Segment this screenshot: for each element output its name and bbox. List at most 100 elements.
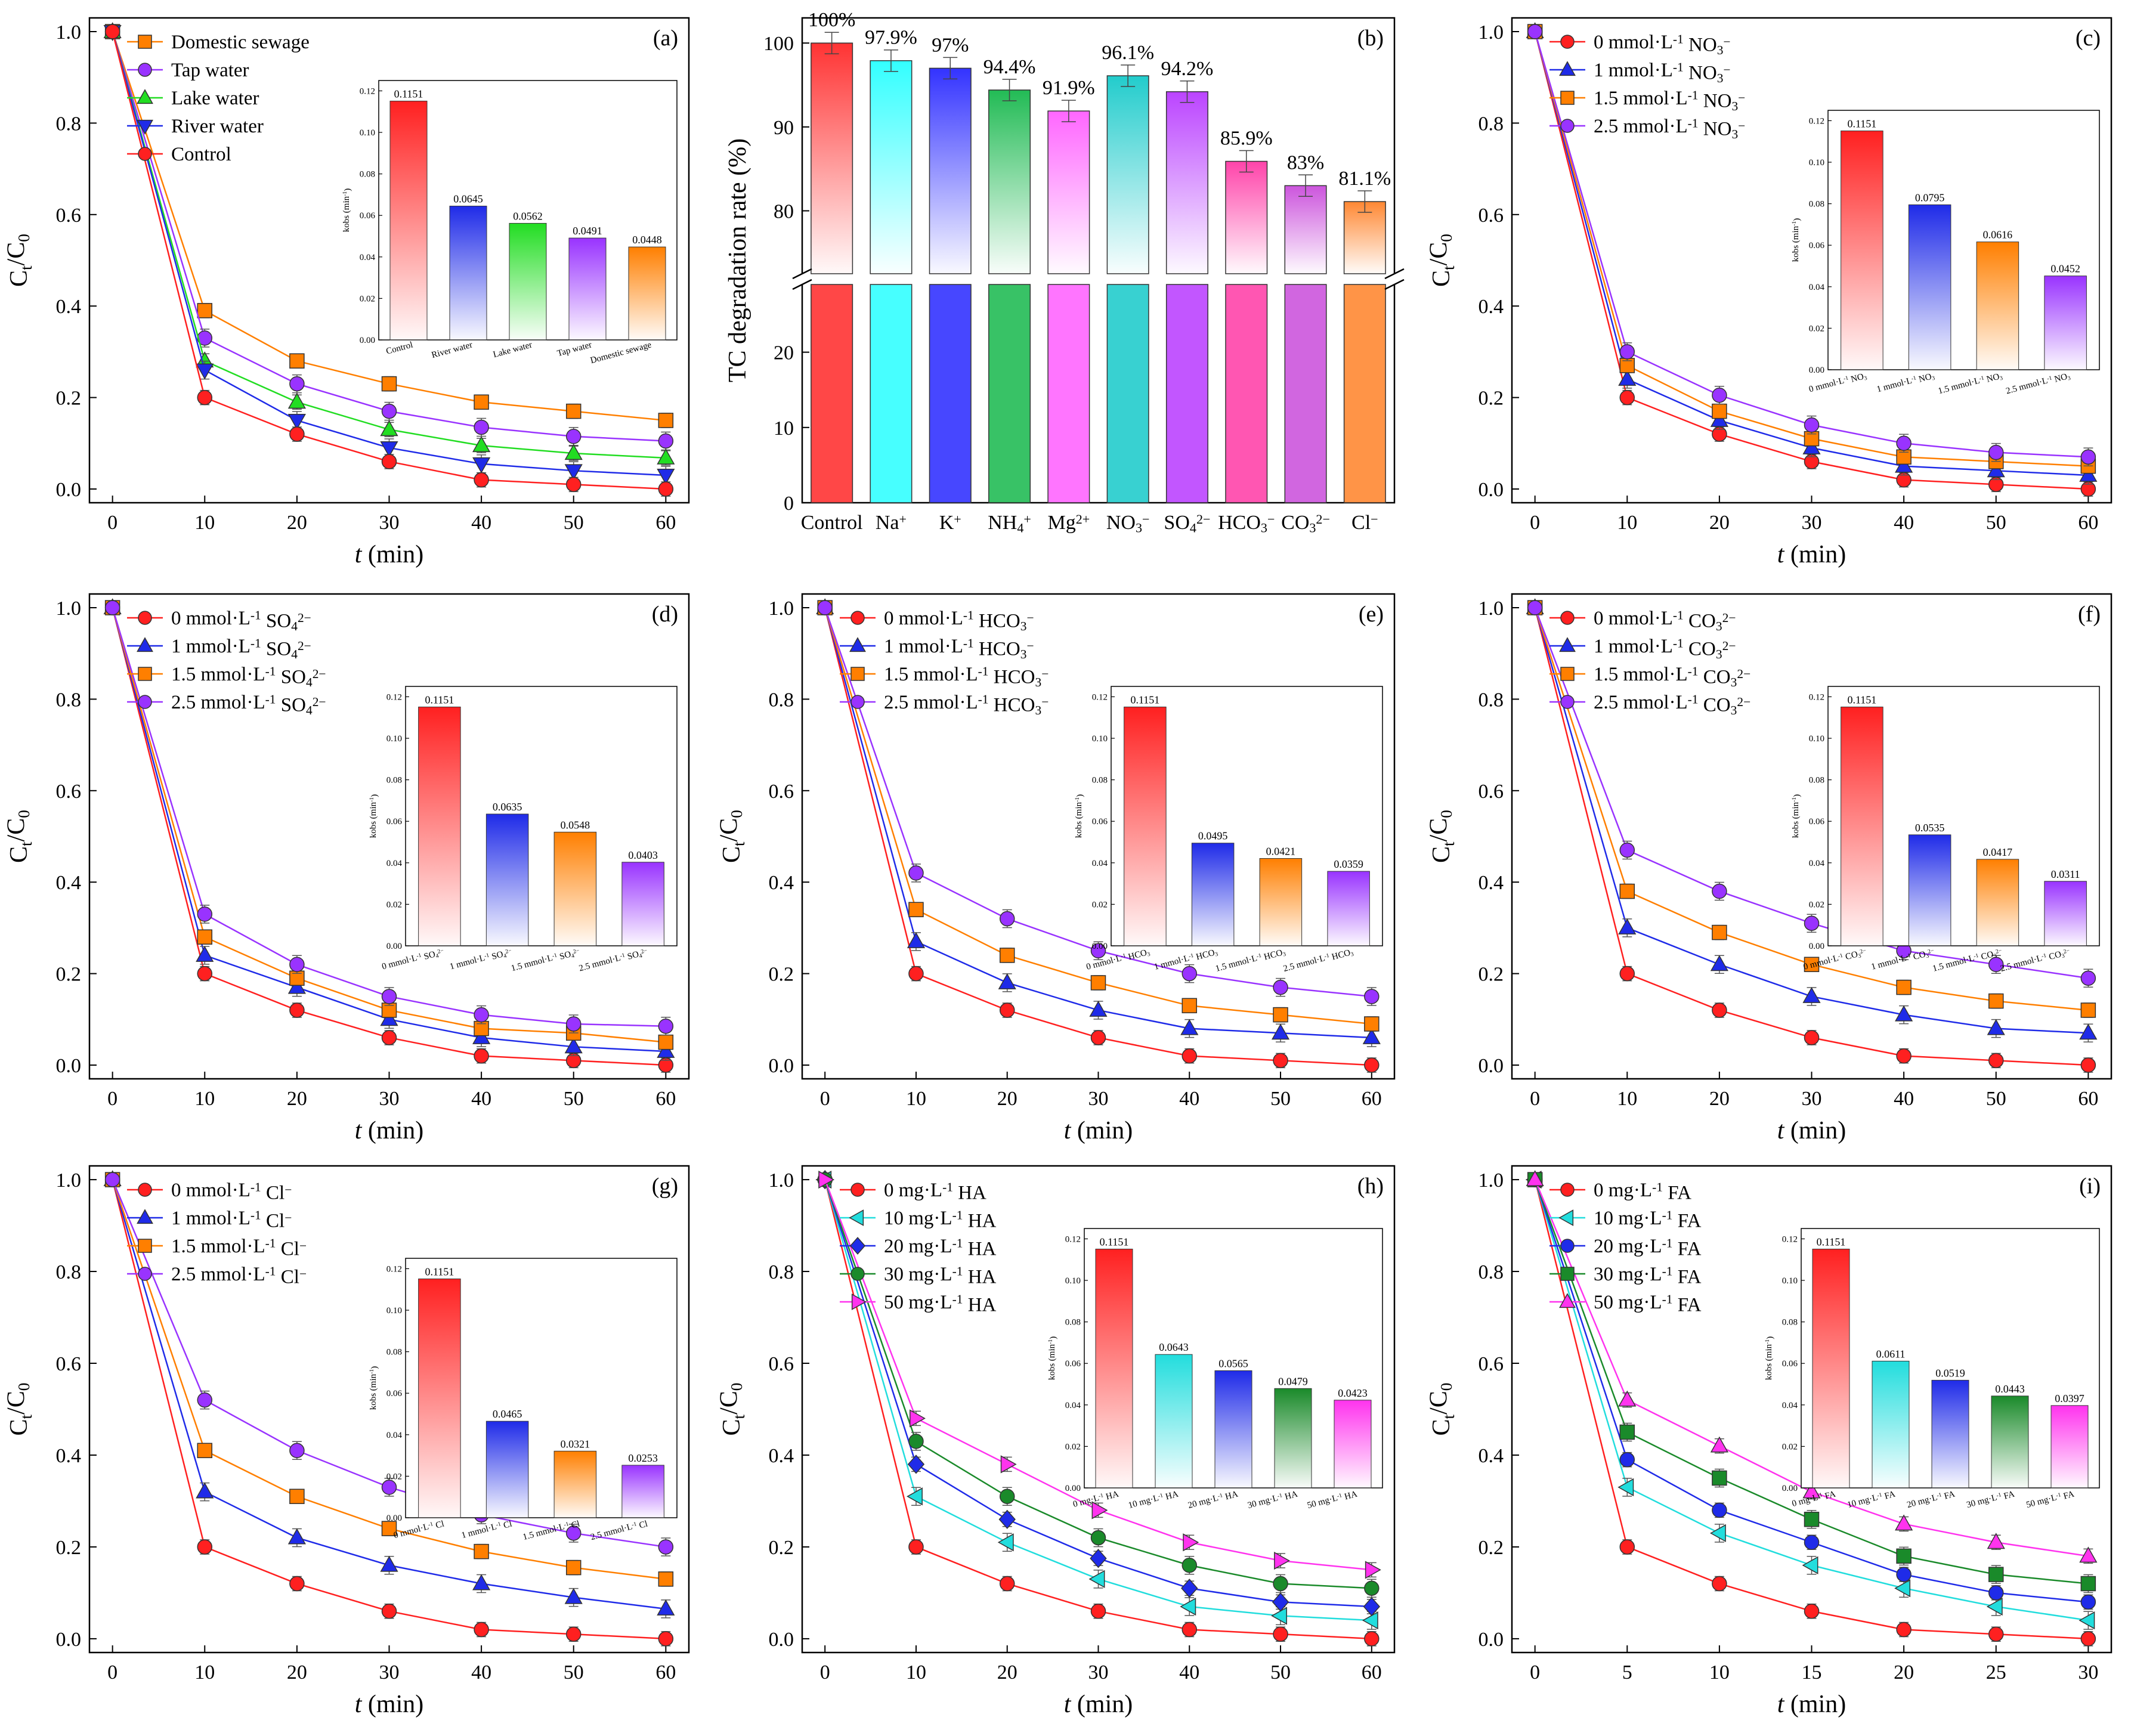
x-category-label: HCO3−​ [1218, 512, 1275, 536]
data-point [1988, 444, 2004, 460]
data-point [2079, 1546, 2098, 1563]
data-point [2080, 970, 2096, 986]
inset-y-tick-label: 0.12 [360, 86, 375, 96]
inset-y-tick-label: 0.04 [1809, 859, 1825, 868]
inset-category-label: 1.5 mmol·L-1​ HCO3​ [1214, 946, 1286, 976]
inset-y-tick-label: 0.12 [386, 692, 402, 702]
inset-bar-value: 0.0403 [628, 849, 658, 861]
x-tick-label: 10 [194, 1661, 215, 1684]
legend-label: 1 mmol·L-1​ HCO3−​ [884, 636, 1034, 661]
data-point [197, 966, 213, 982]
legend-label: 0 mmol·L-1​ HCO3−​ [884, 608, 1034, 633]
y-tick-label: 0.0 [1479, 1629, 1504, 1651]
x-tick-label: 40 [1179, 1661, 1199, 1684]
data-point [2079, 466, 2098, 482]
data-point [1987, 1019, 2005, 1035]
inset-bar-chart: 0.00 0.02 0.04 0.06 0.08 0.10 0.12 kobs (min-1​… [1764, 1228, 2100, 1511]
axis-break-mark [792, 268, 812, 280]
inset-bar-value: 0.0565 [1218, 1357, 1248, 1369]
data-point [1895, 1005, 1913, 1022]
data-point [1894, 1579, 1911, 1598]
data-point [1619, 1452, 1635, 1468]
y-tick-label: 0.0 [56, 1629, 82, 1651]
axis-break-mark [1384, 268, 1405, 280]
inset-bar-value: 0.0448 [632, 234, 662, 246]
inset-bar-chart: 0.00 0.02 0.04 0.06 0.08 0.10 0.12 kobs (min-1​… [369, 1258, 678, 1542]
data-point [907, 932, 926, 948]
y-tick-label: 1.0 [56, 21, 82, 44]
inset-bar-value: 0.0645 [453, 193, 483, 205]
inset-bar [1908, 834, 1951, 946]
inset-bar [1931, 1379, 1969, 1489]
legend-label: 2.5 mmol·L-1​ HCO3−​ [884, 692, 1049, 717]
legend-label: 0 mmol·L-1​ Cl−​ [171, 1180, 292, 1204]
chart-panel-f: 0 10 20 30 40 50 60 0.0 0.2 0.4 0.6 0.8 1.0 t (min) Ct… [1425, 593, 2113, 1144]
bar-lower [1225, 284, 1268, 503]
x-tick-label: 30 [2078, 1661, 2098, 1684]
data-point [908, 1539, 924, 1555]
data-point [1362, 1611, 1378, 1630]
data-point [1088, 1570, 1105, 1588]
inset-y-tick-label: 0.00 [1092, 942, 1108, 951]
bar-lower [811, 284, 853, 503]
inset-y-axis-label: kobs (min-1​) [369, 1366, 379, 1410]
data-point [1619, 883, 1635, 899]
legend-marker [138, 1267, 152, 1281]
data-point [999, 948, 1015, 963]
legend-label: Tap water [171, 60, 249, 81]
inset-bar [1124, 706, 1167, 946]
axis-break-mark [1384, 278, 1405, 290]
x-tick-label: 40 [1894, 1088, 1914, 1110]
legend-marker [850, 1183, 865, 1197]
x-tick-label: 30 [1802, 1088, 1822, 1110]
x-tick-label: 30 [379, 512, 400, 534]
legend-marker [138, 1183, 152, 1197]
inset-bar-value: 0.0321 [561, 1438, 590, 1450]
x-tick-label: 40 [471, 1661, 491, 1684]
data-point [289, 1489, 305, 1505]
x-tick-label: 10 [1709, 1661, 1730, 1684]
inset-bar [1976, 242, 2019, 370]
bar-value-label: 94.2% [1161, 58, 1214, 80]
inset-bar-chart: 0.00 0.02 0.04 0.06 0.08 0.10 0.12 kobs (min-1​… [369, 686, 678, 973]
data-point [908, 966, 924, 982]
data-point [1804, 915, 1820, 931]
chart-panel-g: 0 10 20 30 40 50 60 0.0 0.2 0.4 0.6 0.8 1.0 t (min) Ct… [3, 1165, 690, 1718]
legend-label: 20 mg·L-1​ HA [884, 1236, 997, 1260]
data-point [197, 1392, 213, 1408]
inset-bar [509, 222, 547, 341]
data-point [1709, 1524, 1726, 1542]
inset-bar [449, 206, 487, 341]
data-point [1710, 955, 1728, 971]
panel-label: (i) [2079, 1174, 2101, 1199]
data-point [289, 1576, 305, 1592]
y-tick-label: 0.2 [769, 964, 794, 986]
data-point [1273, 1626, 1288, 1642]
inset-category-label: 20 mg·L-1​ FA [1906, 1488, 1956, 1511]
inset-y-tick-label: 0.12 [1809, 692, 1824, 702]
data-point [289, 426, 305, 442]
data-point [817, 600, 833, 615]
inset-bar [553, 831, 597, 946]
legend-marker [1559, 1293, 1576, 1308]
data-point [998, 973, 1016, 989]
y-tick-label: 10 [774, 417, 794, 440]
x-tick-label: 0 [107, 1661, 117, 1684]
inset-y-tick-label: 0.08 [1065, 1318, 1081, 1327]
data-point [2080, 1002, 2096, 1018]
data-point [1618, 1390, 1637, 1407]
bar-value-label: 97.9% [865, 27, 917, 49]
legend-marker [850, 667, 865, 681]
inset-y-tick-label: 0.10 [386, 734, 402, 744]
y-tick-label: 0.4 [1479, 1445, 1504, 1467]
data-point [1180, 1597, 1196, 1616]
data-point [1182, 966, 1198, 982]
inset-category-label: 10 mg·L-1​ HA [1127, 1488, 1180, 1512]
inset-bar-value: 0.0643 [1159, 1341, 1189, 1353]
inset-bar-value: 0.0359 [1334, 858, 1363, 870]
data-point [1362, 1028, 1381, 1044]
data-point [1273, 1007, 1288, 1023]
bar-upper [929, 67, 972, 274]
x-axis-label: t (min) [355, 1691, 423, 1718]
data-point [1090, 975, 1106, 991]
